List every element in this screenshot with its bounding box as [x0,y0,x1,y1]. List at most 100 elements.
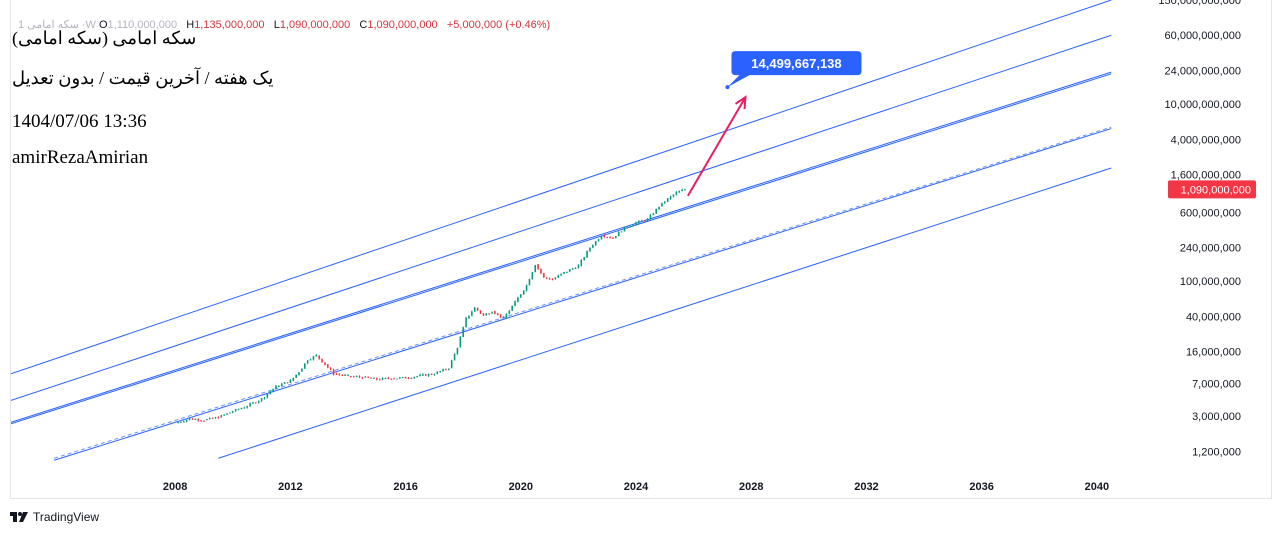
candle-body-104 [476,307,479,311]
candle-body-150 [609,237,611,239]
change-value: +5,000,000 (+0.46%) [446,19,551,31]
plot-area [11,0,1112,461]
candle-body-169 [664,201,666,203]
candle-body-14 [217,417,220,419]
candle-body-46 [309,359,312,361]
candle-body-166 [655,208,657,214]
candle-body-113 [502,317,505,319]
candle-body-32 [269,391,272,394]
candle-body-39 [289,380,292,383]
candle-body-50 [321,358,323,363]
channel-line-6 [54,128,1112,461]
candle-body-97 [456,347,459,354]
candle-body-24 [246,406,248,408]
candle-body-98 [459,336,462,348]
x-tick-label-2040: 2040 [1085,481,1109,493]
x-tick-label-2036: 2036 [969,481,993,493]
candle-body-103 [473,307,476,312]
candle-body-42 [298,372,300,375]
y-tick-label-3: 10,000,000,000 [1165,99,1241,111]
tradingview-logo[interactable]: TradingView [10,510,99,524]
open-label: O [98,19,108,31]
candle-body-111 [496,313,499,315]
candle-body-57 [341,374,344,376]
candle-body-164 [649,215,652,220]
candle-body-110 [494,311,496,314]
candle-body-72 [384,377,387,379]
close-label: C [359,19,368,31]
last-price-badge [1168,180,1256,199]
chart-subtitle-text: یک هفته / آخرین قیمت / بدون تعدیل [12,68,274,88]
candle-body-55 [335,373,338,375]
y-tick-label-4: 4,000,000,000 [1171,134,1241,146]
candle-body-7 [197,419,200,421]
chart-title-text: سکه امامی (سکه امامی) [12,28,197,48]
candle-body-96 [453,353,456,361]
candle-body-171 [669,196,672,199]
y-tick-label-0: 150,000,000,000 [1158,0,1241,7]
candle-body-92 [442,369,444,372]
candle-body-139 [577,265,580,269]
candle-body-12 [211,417,214,419]
candle-body-47 [312,356,315,360]
channel-line-2 [11,34,1112,401]
candle-body-5 [191,418,194,420]
y-tick-label-10: 16,000,000 [1186,347,1241,359]
y-tick-label-2: 24,000,000,000 [1165,65,1241,77]
candle-body-41 [295,374,297,378]
candle-body-51 [324,362,326,365]
x-tick-label-2012: 2012 [278,481,302,493]
candle-body-4 [188,418,191,420]
candle-body-102 [471,311,473,316]
candle-body-87 [427,373,430,376]
candle-body-132 [557,275,560,278]
candle-body-95 [450,360,453,368]
candle-body-69 [375,377,378,380]
candle-body-127 [543,273,545,278]
candle-body-25 [249,403,251,406]
candle-body-157 [629,226,632,228]
candle-body-141 [583,257,585,261]
candle-body-74 [390,378,392,380]
candle-body-118 [517,297,519,303]
candle-body-162 [643,220,646,222]
author-text: amirRezaAmirian [12,147,149,168]
candle-body-161 [640,220,643,222]
y-tick-label-8: 100,000,000 [1180,276,1241,288]
candle-body-154 [620,231,623,233]
candle-body-40 [292,377,295,381]
candle-body-133 [560,273,562,276]
price-chart[interactable]: 14,499,667,138 150,000,000,000 60,000,000,… [11,0,1273,499]
candle-body-66 [367,376,369,378]
candle-body-151 [612,237,614,239]
candle-body-170 [666,198,669,202]
candle-body-142 [586,251,588,258]
candle-body-59 [347,374,349,376]
candle-body-167 [658,206,660,209]
symbol-label: سکه امامی 1 ·W [18,19,96,31]
ohlc-legend: سکه امامی 1 ·W O1,110,000,000 H1,135,000… [18,18,550,31]
candle-body-2 [183,421,185,423]
candle-body-75 [393,378,395,380]
candle-body-45 [306,360,309,364]
candle-body-62 [355,376,358,378]
candle-body-27 [255,402,257,404]
candle-body-83 [416,376,418,378]
candle-body-67 [370,377,372,379]
candle-body-114 [505,314,508,319]
candle-body-156 [626,227,629,229]
candle-body-43 [301,368,303,372]
candle-body-130 [551,279,554,281]
candle-body-108 [488,313,490,315]
candle-body-79 [404,377,407,379]
projection-arrowhead [734,95,747,110]
x-tick-label-2008: 2008 [163,481,187,493]
candle-body-93 [445,369,447,371]
low-label: L [273,19,280,31]
candle-body-23 [243,407,246,409]
candle-body-29 [260,398,263,401]
candle-body-22 [240,408,243,410]
candle-body-18 [229,412,231,414]
chart-frame[interactable]: 14,499,667,138 150,000,000,000 60,000,000,… [10,0,1272,499]
candle-body-128 [545,277,548,279]
